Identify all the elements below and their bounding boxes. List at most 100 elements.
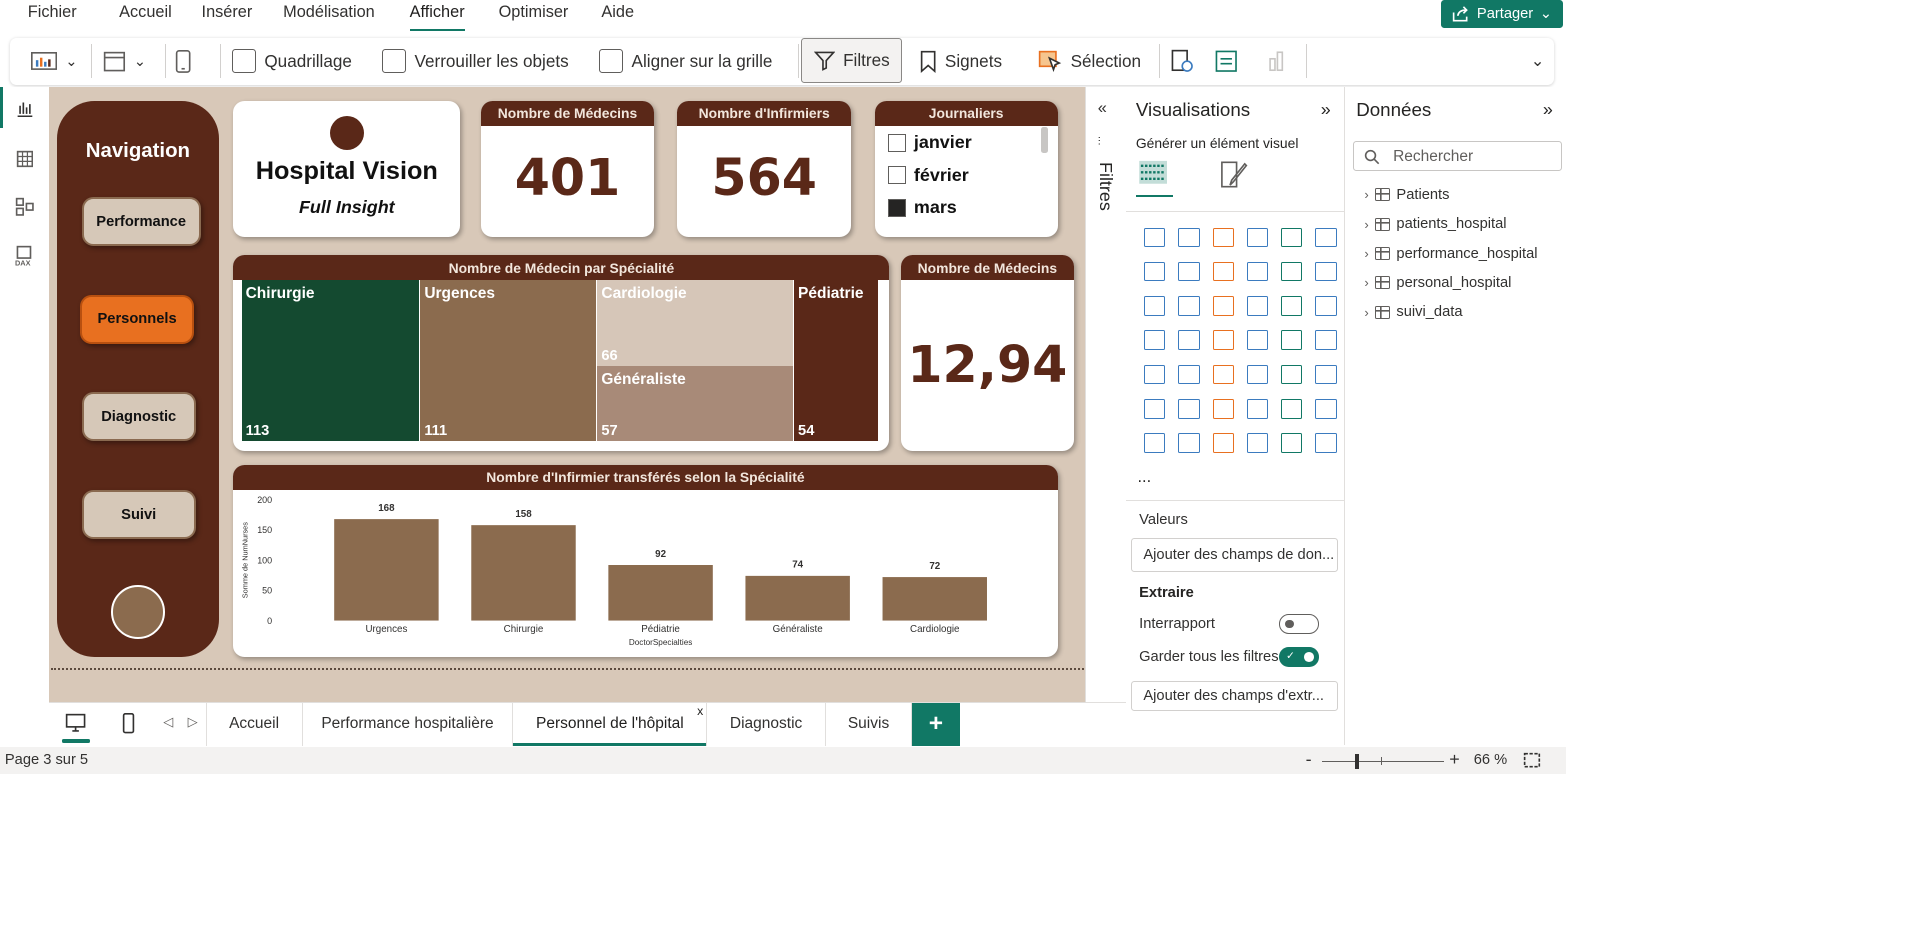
gridlines-checkbox[interactable]	[231, 48, 257, 74]
visual-type-icon[interactable]	[1172, 323, 1206, 357]
visual-type-icon[interactable]	[1206, 426, 1240, 460]
visual-type-icon[interactable]	[1138, 426, 1172, 460]
treemap-tile[interactable]: Chirurgie 113	[241, 279, 420, 441]
visual-type-icon[interactable]	[1309, 426, 1343, 460]
format-visual-tab[interactable]	[1217, 159, 1250, 195]
visual-type-icon[interactable]	[1240, 357, 1274, 391]
visual-type-icon[interactable]	[1240, 289, 1274, 323]
chevron-down-icon[interactable]: ⌄	[1530, 52, 1545, 71]
data-search-input[interactable]: Rechercher	[1352, 141, 1562, 171]
slicer-item[interactable]: février	[887, 165, 969, 186]
snap-grid-toggle[interactable]: Aligner sur la grille	[598, 38, 772, 85]
visual-type-icon[interactable]	[1172, 220, 1206, 254]
cross-report-toggle[interactable]	[1279, 614, 1319, 634]
zoom-in-icon[interactable]: +	[1449, 749, 1460, 770]
visual-type-icon[interactable]	[1275, 220, 1309, 254]
nav-button-diagnostic[interactable]: Diagnostic	[81, 392, 196, 442]
selection-pane-button[interactable]: Sélection	[1038, 38, 1141, 85]
visual-type-icon[interactable]	[1172, 357, 1206, 391]
chevron-right-icon[interactable]: ›	[1364, 246, 1369, 262]
desktop-view-icon[interactable]	[65, 713, 86, 736]
dax-query-view-icon[interactable]: DAX	[11, 242, 37, 268]
slicer-checkbox[interactable]	[887, 133, 906, 152]
visual-type-icon[interactable]	[1206, 289, 1240, 323]
chevron-down-icon[interactable]: ⌄	[65, 53, 78, 70]
visual-type-icon[interactable]	[1138, 220, 1172, 254]
menu-modelisation[interactable]: Modélisation	[283, 3, 375, 22]
chevron-right-icon[interactable]: ›	[1364, 216, 1369, 232]
visual-type-icon[interactable]	[1309, 357, 1343, 391]
nav-button-personnels[interactable]: Personnels	[79, 294, 195, 344]
scroll-right-icon[interactable]: ▷	[187, 714, 198, 730]
report-view-icon[interactable]	[11, 95, 37, 121]
bookmarks-pane-button[interactable]: Signets	[920, 38, 1002, 85]
data-table-item[interactable]: › suivi_data	[1364, 304, 1462, 320]
keep-filters-toggle[interactable]: ✓	[1279, 647, 1319, 667]
gridlines-toggle[interactable]: Quadrillage	[231, 38, 352, 85]
visual-type-icon[interactable]	[1206, 392, 1240, 426]
visual-type-icon[interactable]	[1172, 289, 1206, 323]
fit-to-page-icon[interactable]	[1523, 752, 1541, 768]
visual-type-icon[interactable]	[1240, 392, 1274, 426]
data-table-item[interactable]: › patients_hospital	[1364, 216, 1506, 232]
visual-type-icon[interactable]	[1206, 255, 1240, 289]
visual-type-icon[interactable]	[1309, 220, 1343, 254]
visual-type-icon[interactable]	[1138, 392, 1172, 426]
visual-type-icon[interactable]	[1240, 255, 1274, 289]
tab-personnel[interactable]: Personnel de l'hôpital x	[513, 702, 708, 746]
bar[interactable]	[882, 576, 988, 621]
menu-aide[interactable]: Aide	[601, 3, 635, 22]
menu-accueil[interactable]: Accueil	[119, 3, 172, 22]
visual-type-icon[interactable]	[1275, 392, 1309, 426]
visual-type-icon[interactable]	[1309, 323, 1343, 357]
chevron-right-icon[interactable]: ›	[1364, 187, 1369, 203]
slicer-item[interactable]: janvier	[887, 132, 972, 153]
menu-afficher[interactable]: Afficher	[409, 3, 465, 31]
filters-vertical-label[interactable]: Filtres	[1095, 162, 1116, 212]
visual-type-icon[interactable]	[1206, 357, 1240, 391]
visual-type-icon[interactable]	[1138, 357, 1172, 391]
tab-diagnostic[interactable]: Diagnostic	[707, 702, 826, 746]
visual-type-icon[interactable]	[1172, 426, 1206, 460]
page-view-button[interactable]: ⌄	[30, 38, 78, 85]
zoom-out-icon[interactable]: -	[1305, 749, 1312, 770]
phone-layout-button[interactable]	[175, 38, 191, 85]
visual-type-icon[interactable]	[1275, 255, 1309, 289]
table-view-icon[interactable]	[11, 146, 37, 172]
performance-analyzer-button[interactable]	[1170, 38, 1194, 85]
zoom-slider[interactable]	[1321, 760, 1445, 763]
snap-grid-checkbox[interactable]	[598, 48, 624, 74]
visual-type-icon[interactable]	[1172, 255, 1206, 289]
menu-optimiser[interactable]: Optimiser	[498, 3, 569, 22]
more-visuals-icon[interactable]: ...	[1137, 467, 1152, 486]
data-table-item[interactable]: › personal_hospital	[1364, 275, 1511, 291]
data-table-item[interactable]: › performance_hospital	[1364, 246, 1537, 262]
visual-type-icon[interactable]	[1309, 392, 1343, 426]
model-view-icon[interactable]	[11, 193, 37, 219]
visual-type-icon[interactable]	[1138, 323, 1172, 357]
collapse-data-icon[interactable]: »	[1542, 98, 1553, 119]
tab-suivis[interactable]: Suivis	[826, 702, 913, 746]
visual-type-icon[interactable]	[1138, 289, 1172, 323]
visual-type-icon[interactable]	[1206, 220, 1240, 254]
visual-type-icon[interactable]	[1240, 220, 1274, 254]
data-table-item[interactable]: › Patients	[1364, 187, 1449, 203]
zoom-slider-thumb[interactable]	[1354, 753, 1360, 769]
values-field-well[interactable]: Ajouter des champs de don...	[1130, 537, 1339, 572]
lock-objects-checkbox[interactable]	[381, 48, 407, 74]
visual-type-icon[interactable]	[1206, 323, 1240, 357]
nav-button-suivi[interactable]: Suivi	[81, 490, 196, 540]
collapse-visualizations-icon[interactable]: »	[1320, 98, 1331, 119]
visual-type-icon[interactable]	[1275, 289, 1309, 323]
close-tab-icon[interactable]: x	[697, 704, 704, 719]
chevron-right-icon[interactable]: ›	[1364, 304, 1369, 320]
bar[interactable]	[471, 524, 577, 621]
tab-accueil[interactable]: Accueil	[206, 702, 303, 746]
bar[interactable]	[745, 575, 851, 621]
add-page-button[interactable]: +	[912, 702, 960, 746]
chevron-down-icon[interactable]: ⌄	[133, 53, 147, 70]
scroll-left-icon[interactable]: ◁	[163, 714, 174, 730]
mobile-layout-button[interactable]: ⌄	[103, 38, 146, 85]
bar[interactable]	[608, 564, 714, 621]
visual-type-icon[interactable]	[1309, 289, 1343, 323]
